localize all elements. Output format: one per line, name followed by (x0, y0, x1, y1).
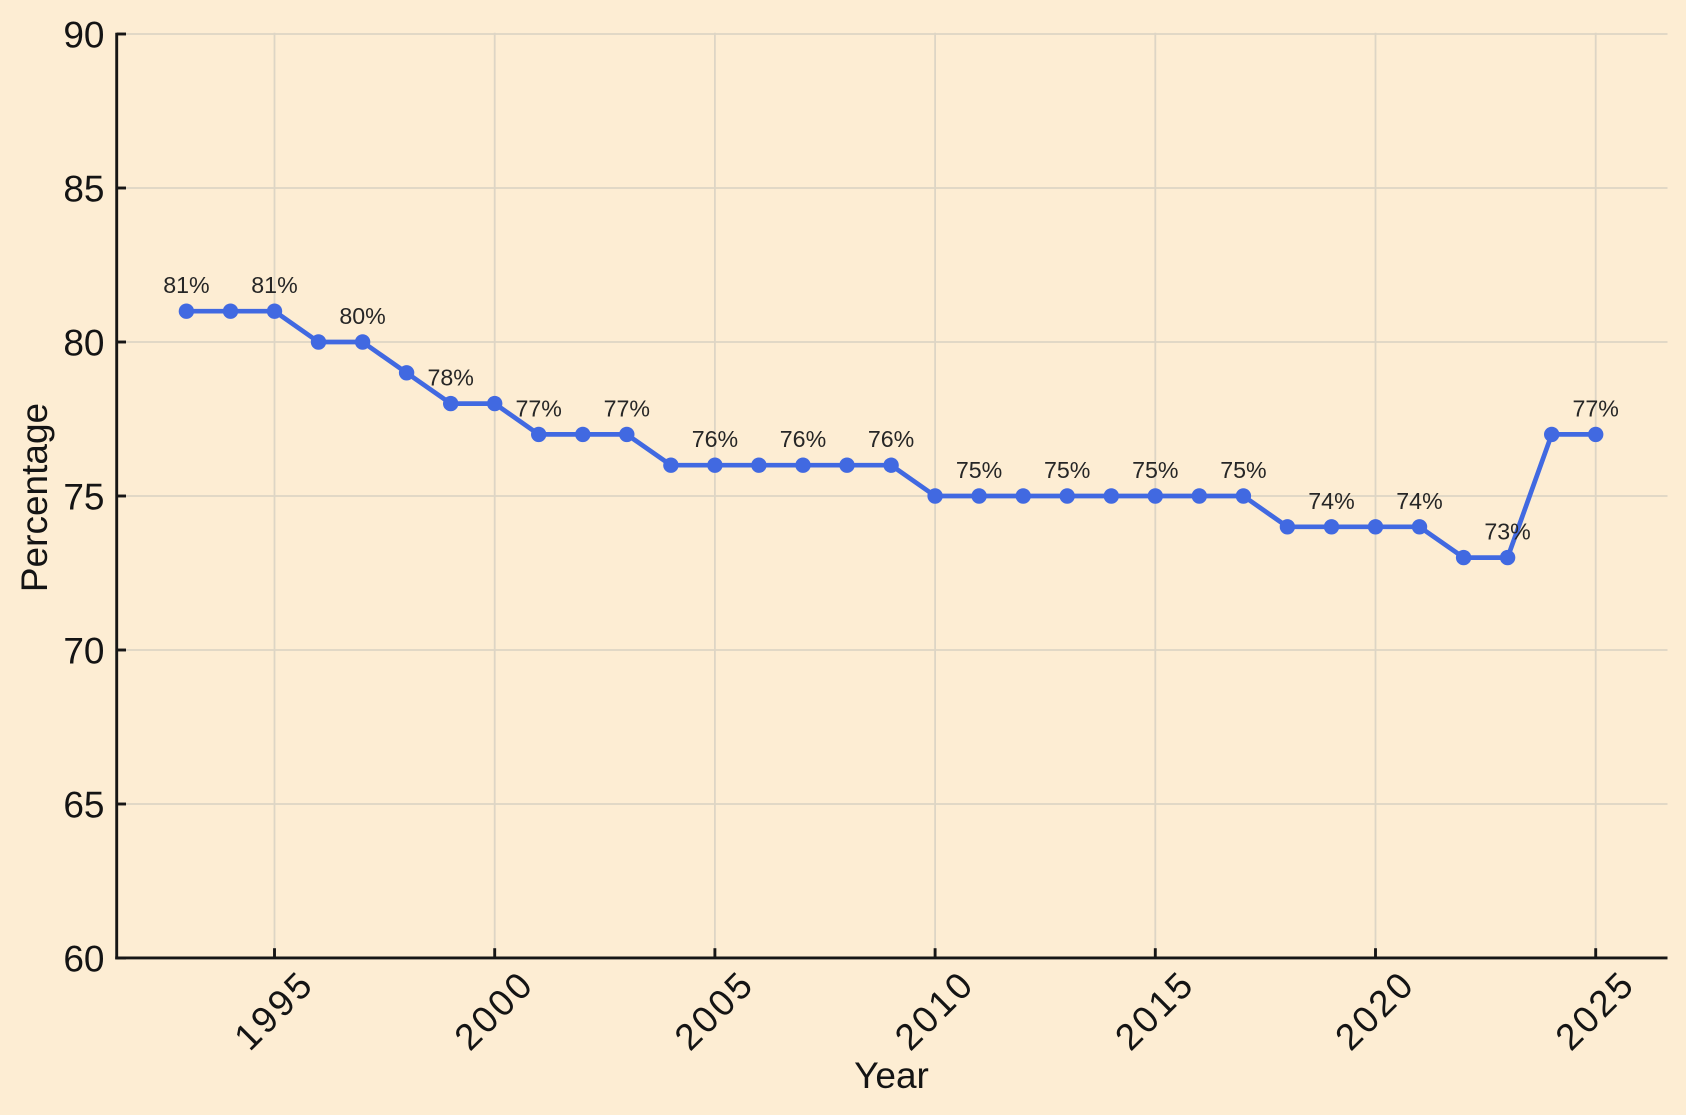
svg-text:76%: 76% (868, 426, 914, 452)
svg-text:70: 70 (63, 631, 104, 672)
svg-text:Year: Year (854, 1055, 929, 1096)
svg-text:74%: 74% (1396, 488, 1442, 514)
svg-text:81%: 81% (251, 272, 297, 298)
svg-text:76%: 76% (780, 426, 826, 452)
svg-text:65: 65 (63, 785, 104, 826)
svg-text:77%: 77% (604, 395, 650, 421)
svg-text:80: 80 (63, 323, 104, 364)
svg-text:77%: 77% (515, 395, 561, 421)
svg-text:85: 85 (63, 169, 104, 210)
svg-text:60: 60 (63, 939, 104, 980)
svg-text:80%: 80% (339, 303, 385, 329)
svg-text:Percentage: Percentage (14, 403, 55, 592)
svg-text:75%: 75% (1044, 457, 1090, 483)
svg-text:76%: 76% (692, 426, 738, 452)
svg-text:75%: 75% (956, 457, 1002, 483)
svg-text:81%: 81% (163, 272, 209, 298)
svg-text:73%: 73% (1484, 519, 1530, 545)
svg-text:77%: 77% (1572, 395, 1618, 421)
svg-text:90: 90 (63, 15, 104, 56)
svg-text:78%: 78% (427, 365, 473, 391)
svg-text:75%: 75% (1132, 457, 1178, 483)
svg-text:75%: 75% (1220, 457, 1266, 483)
svg-text:75: 75 (63, 477, 104, 518)
svg-text:74%: 74% (1308, 488, 1354, 514)
